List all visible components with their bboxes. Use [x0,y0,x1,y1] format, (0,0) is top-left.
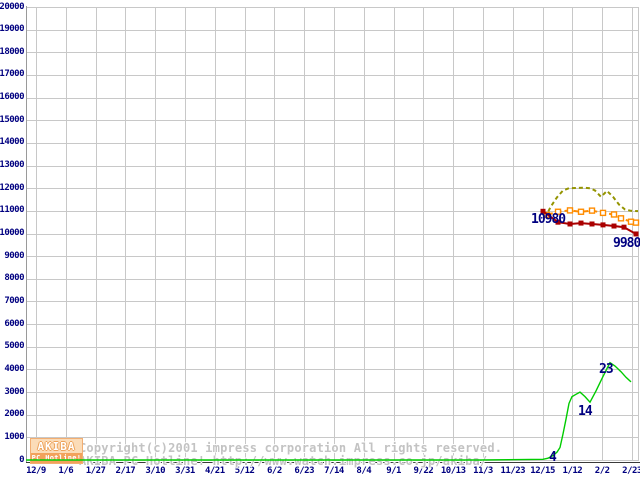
y-axis-label: 10000 [0,228,25,238]
x-axis-label: 11/3 [473,466,493,476]
y-axis-label: 7000 [4,295,24,306]
y-axis-label: 2000 [4,409,24,420]
olive-dashed-line [544,186,639,219]
green-solid-line [26,361,632,461]
watermark-copyright-line: Copyright(c)2001 impress corporation All… [79,441,503,455]
orange-dashed-line-marker [588,207,596,214]
logo-subtitle: PC Hotline! [31,453,82,463]
y-axis-label: 6000 [4,318,24,329]
x-axis-label: 9/22 [413,466,434,476]
x-axis-label: 10/13 [440,466,466,476]
x-axis-label: 9/1 [386,466,401,476]
dark-red-solid-line-marker [633,231,639,237]
logo-title: AKIBA [37,440,76,453]
dark-red-solid-line-marker [555,219,561,225]
orange-dashed-line [546,209,637,224]
x-axis-label: 3/31 [175,466,195,476]
dark-red-solid-line-marker [578,220,584,226]
dark-red-solid-line-marker [611,223,617,229]
orange-dashed-line-marker [610,211,618,218]
annotation-point-14: 14 [578,404,593,419]
y-axis-label: 0 [19,454,24,465]
y-axis-label: 8000 [4,273,24,284]
orange-dashed-line-marker [566,207,574,214]
x-axis-label: 1/12 [562,466,583,476]
y-axis-label: 11000 [0,205,25,216]
y-axis-label: 1000 [4,431,24,442]
y-axis-label: 15000 [0,114,25,125]
y-axis-label: 14000 [0,137,25,148]
y-axis-label: 4000 [4,363,24,374]
y-axis-label: 13000 [0,160,25,171]
x-axis-label: 3/10 [145,466,166,476]
orange-dashed-line-marker [627,218,635,225]
annotation-start-price: 10980 [531,212,566,227]
orange-dashed-line-marker [554,208,562,215]
annotation-end-price: 9980 [613,236,640,251]
x-axis-label: 6/23 [294,466,315,476]
orange-dashed-line-marker [599,209,607,217]
x-axis-label: 1/27 [85,466,106,476]
x-axis-label: 1/6 [58,466,74,476]
dark-red-solid-line-marker [567,221,573,227]
dark-red-solid-line-marker [600,222,606,228]
x-axis-label: 5/12 [234,466,255,476]
x-axis-label: 12/9 [26,466,46,476]
orange-dashed-line-marker [577,208,585,215]
y-axis-label: 17000 [0,69,25,80]
x-axis-label: 6/2 [267,466,282,476]
y-axis-label: 3000 [4,386,24,397]
annotation-point-4: 4 [549,450,557,465]
y-axis-label: 16000 [0,92,25,103]
y-axis-label: 18000 [0,46,25,57]
x-axis-label: 11/23 [500,466,526,476]
y-axis-label: 19000 [0,24,25,35]
dark-red-solid-line-marker [540,208,546,214]
orange-dashed-line-marker [617,215,625,222]
orange-dashed-line-marker [632,219,640,226]
annotation-point-23: 23 [599,362,614,377]
x-axis-label: 12/15 [530,466,555,476]
x-axis-label: 2/2 [594,466,610,476]
y-axis-label: 12000 [0,182,25,193]
watermark-url-line: AKIBA PC Hotline! http://www.watch.impre… [79,454,488,468]
x-axis-label: 2/17 [115,466,136,476]
dark-red-solid-line-marker [589,221,595,227]
y-axis-label: 9000 [4,250,24,261]
x-axis-label: 7/14 [324,466,344,476]
x-axis-label: 2/23 [622,466,640,476]
x-axis-label: 8/4 [356,466,372,476]
x-axis-label: 4/21 [204,466,225,476]
y-axis-label: 20000 [0,1,25,12]
y-axis-label: 5000 [4,341,24,352]
dark-red-solid-line-marker [621,224,627,230]
